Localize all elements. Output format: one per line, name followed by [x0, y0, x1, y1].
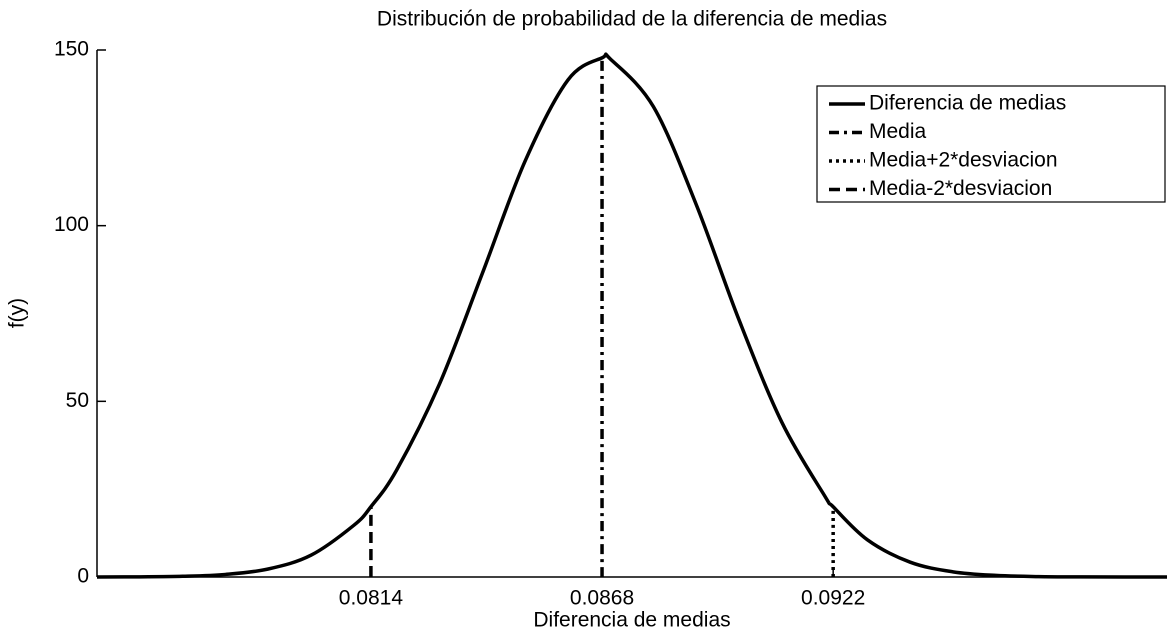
y-tick-label: 100 — [54, 213, 89, 236]
chart-title: Distribución de probabilidad de la difer… — [377, 8, 887, 31]
x-axis-label: Diferencia de medias — [533, 609, 730, 632]
x-tick-label: 0.0922 — [801, 587, 865, 610]
y-tick-label: 50 — [66, 389, 89, 412]
x-tick-label: 0.0868 — [570, 587, 634, 610]
y-tick-label: 150 — [54, 38, 89, 61]
y-axis-label: f(y) — [6, 298, 29, 328]
legend-label: Diferencia de medias — [869, 92, 1066, 115]
series-line — [96, 52, 1168, 579]
legend-box — [816, 85, 1166, 203]
y-tick-label: 0 — [77, 565, 89, 588]
x-tick-label: 0.0814 — [339, 587, 404, 610]
legend-label: Media+2*desviacion — [869, 149, 1058, 172]
legend-label: Media-2*desviacion — [869, 177, 1052, 200]
legend-label: Media — [869, 120, 927, 143]
